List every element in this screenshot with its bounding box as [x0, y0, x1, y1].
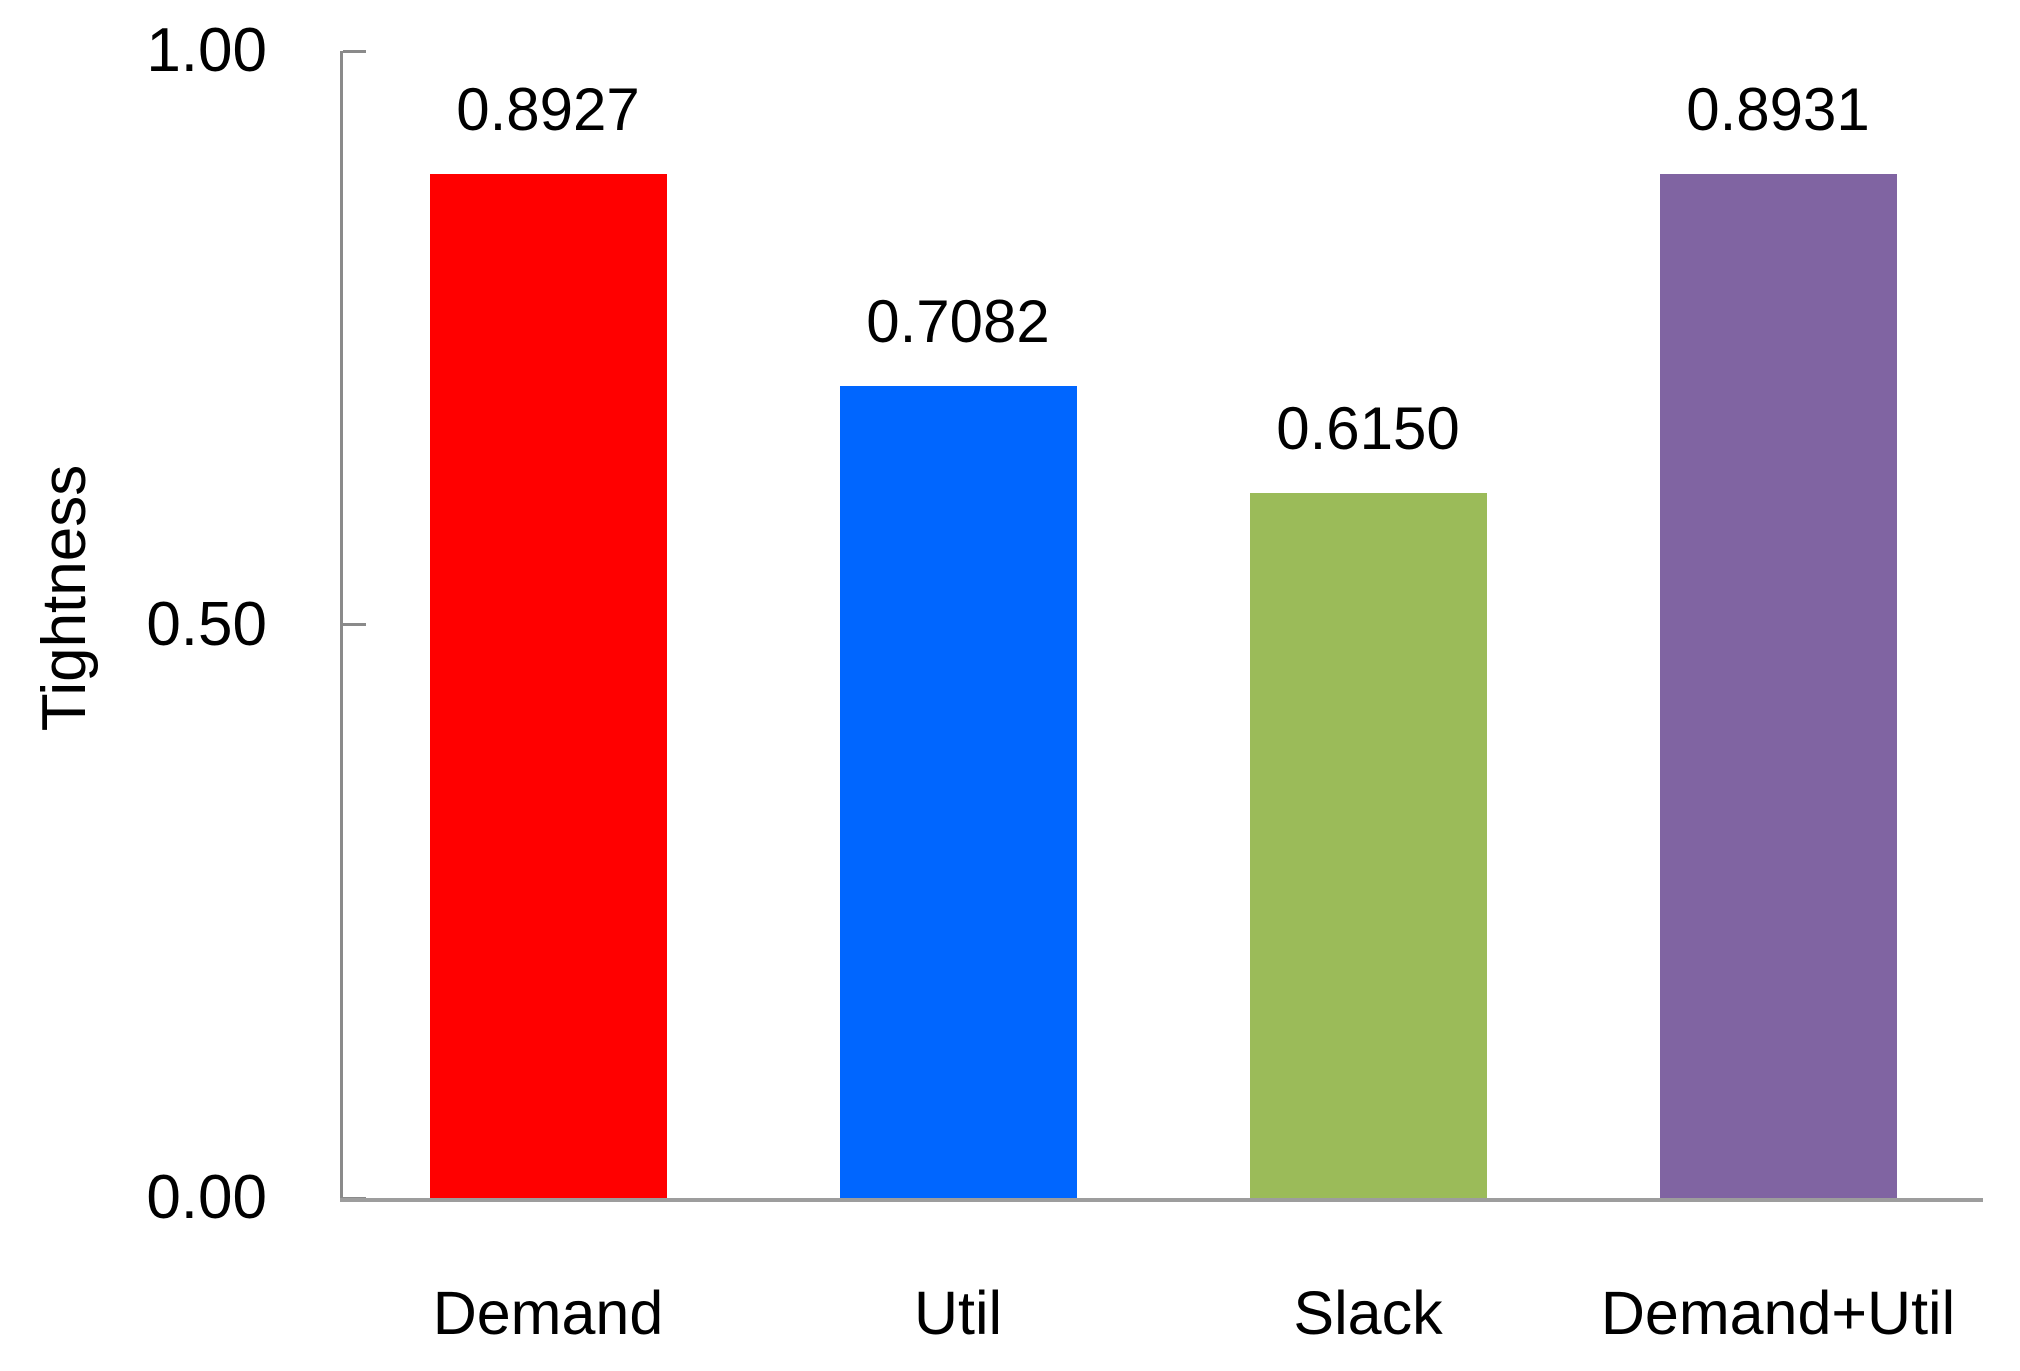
y-tick-label: 0.00	[146, 1163, 267, 1232]
y-tick-mark	[343, 49, 366, 53]
value-label-demand-util: 0.8931	[1686, 75, 1870, 143]
y-tick-1: 0.50	[67, 589, 366, 659]
value-label-demand: 0.8927	[456, 76, 640, 144]
y-tick-2: 1.00	[67, 20, 366, 82]
bar-slack	[1250, 492, 1487, 1198]
y-tick-label: 1.00	[146, 16, 267, 85]
category-label-demand: Demand	[432, 1279, 664, 1347]
bar-group-demand: 0.8927 Demand	[343, 51, 753, 1344]
bar-demand	[430, 174, 667, 1198]
value-label-util: 0.7082	[866, 287, 1050, 355]
plot-area: 0.8927 Demand 0.7082 Util 0.6150 Slack 0…	[340, 51, 1983, 1344]
category-label-demand-util: Demand+Util	[1600, 1279, 1956, 1347]
x-axis-line	[340, 1198, 1983, 1202]
value-label-slack: 0.6150	[1276, 394, 1460, 462]
y-tick-label: 0.50	[146, 589, 267, 659]
bar-group-demand-util: 0.8931 Demand+Util	[1573, 51, 1983, 1343]
bar-util	[840, 385, 1077, 1198]
y-tick-0: 0.00	[67, 1167, 366, 1229]
bar-demand-util	[1660, 173, 1897, 1198]
category-label-util: Util	[913, 1279, 1003, 1347]
y-axis-line	[340, 51, 343, 1202]
bar-group-util: 0.7082 Util	[753, 51, 1163, 1344]
bar-group-slack: 0.6150 Slack	[1163, 51, 1573, 1344]
category-label-slack: Slack	[1293, 1279, 1443, 1347]
y-tick-mark	[343, 623, 366, 626]
